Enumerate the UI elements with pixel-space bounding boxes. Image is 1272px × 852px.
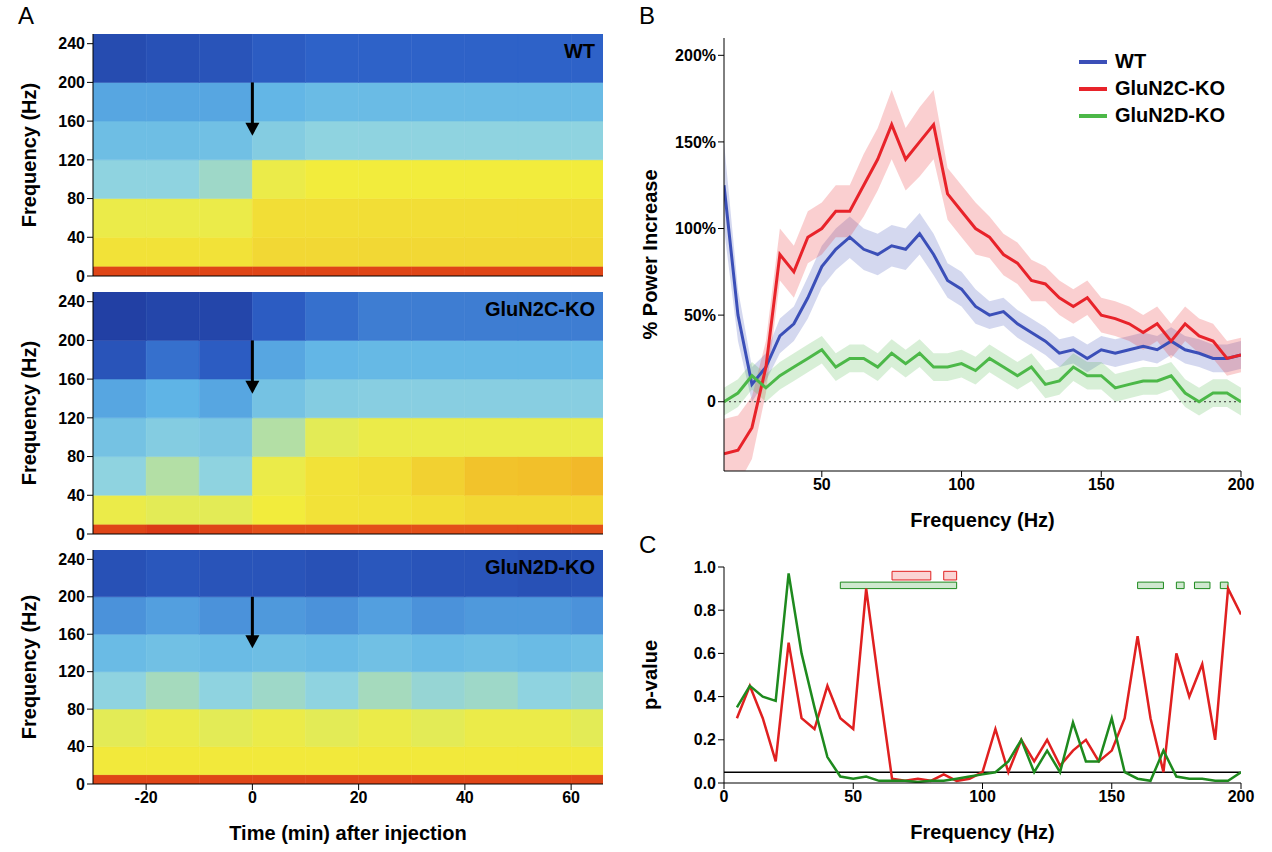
svg-text:-20: -20 xyxy=(135,789,158,806)
svg-text:240: 240 xyxy=(58,551,85,568)
svg-text:120: 120 xyxy=(58,410,85,427)
html-text:GluN2C-KO: GluN2C-KO xyxy=(1115,77,1225,99)
svg-text:0.0: 0.0 xyxy=(694,775,716,792)
svg-text:0: 0 xyxy=(248,789,257,806)
svg-text:0: 0 xyxy=(76,268,85,285)
svg-text:200: 200 xyxy=(58,332,85,349)
svg-text:200: 200 xyxy=(58,74,85,91)
html-text:GluN2D-KO: GluN2D-KO xyxy=(1115,104,1225,126)
svg-text:50: 50 xyxy=(844,788,862,805)
html-text:WT: WT xyxy=(563,40,595,62)
svg-text:0.4: 0.4 xyxy=(694,688,716,705)
svg-text:120: 120 xyxy=(58,152,85,169)
html-text:B: B xyxy=(639,2,655,29)
svg-text:200: 200 xyxy=(58,588,85,605)
svg-text:60: 60 xyxy=(562,789,580,806)
html-text:A: A xyxy=(18,2,34,29)
svg-text:0: 0 xyxy=(76,526,85,543)
svg-text:Frequency (Hz): Frequency (Hz) xyxy=(910,509,1054,531)
svg-text:150: 150 xyxy=(1088,476,1115,493)
svg-text:160: 160 xyxy=(58,113,85,130)
svg-text:40: 40 xyxy=(67,487,85,504)
html-text:GluN2D-KO: GluN2D-KO xyxy=(485,556,595,578)
svg-text:200: 200 xyxy=(1228,476,1255,493)
svg-text:Time (min) after injection: Time (min) after injection xyxy=(229,822,466,844)
svg-text:1.0: 1.0 xyxy=(694,559,716,576)
svg-text:80: 80 xyxy=(67,701,85,718)
svg-text:100: 100 xyxy=(948,476,975,493)
svg-text:Frequency (Hz): Frequency (Hz) xyxy=(18,595,40,739)
svg-text:160: 160 xyxy=(58,371,85,388)
svg-text:240: 240 xyxy=(58,35,85,52)
svg-text:0.2: 0.2 xyxy=(694,731,716,748)
svg-text:0.8: 0.8 xyxy=(694,602,716,619)
svg-text:0: 0 xyxy=(76,776,85,793)
svg-text:p-value: p-value xyxy=(639,640,661,710)
html-text:GluN2C-KO: GluN2C-KO xyxy=(485,298,595,320)
svg-text:120: 120 xyxy=(58,663,85,680)
svg-text:150: 150 xyxy=(1098,788,1125,805)
svg-text:100: 100 xyxy=(969,788,996,805)
svg-text:200: 200 xyxy=(1228,788,1255,805)
html-text:WT: WT xyxy=(1115,50,1147,72)
svg-text:20: 20 xyxy=(350,789,368,806)
svg-text:200%: 200% xyxy=(675,47,716,64)
svg-text:Frequency (Hz): Frequency (Hz) xyxy=(910,821,1054,843)
svg-text:80: 80 xyxy=(67,190,85,207)
svg-text:100%: 100% xyxy=(675,220,716,237)
svg-text:40: 40 xyxy=(67,738,85,755)
svg-text:50%: 50% xyxy=(684,307,716,324)
svg-text:% Power Increase: % Power Increase xyxy=(639,169,661,339)
svg-text:80: 80 xyxy=(67,448,85,465)
html-text:C: C xyxy=(639,531,657,558)
svg-text:150%: 150% xyxy=(675,134,716,151)
svg-text:Frequency (Hz): Frequency (Hz) xyxy=(18,83,40,227)
svg-text:0: 0 xyxy=(720,788,729,805)
svg-text:50: 50 xyxy=(813,476,831,493)
svg-text:0.6: 0.6 xyxy=(694,645,716,662)
svg-text:160: 160 xyxy=(58,626,85,643)
svg-text:40: 40 xyxy=(67,229,85,246)
svg-text:40: 40 xyxy=(456,789,474,806)
svg-text:240: 240 xyxy=(58,293,85,310)
svg-text:Frequency (Hz): Frequency (Hz) xyxy=(18,341,40,485)
svg-text:0: 0 xyxy=(707,393,716,410)
